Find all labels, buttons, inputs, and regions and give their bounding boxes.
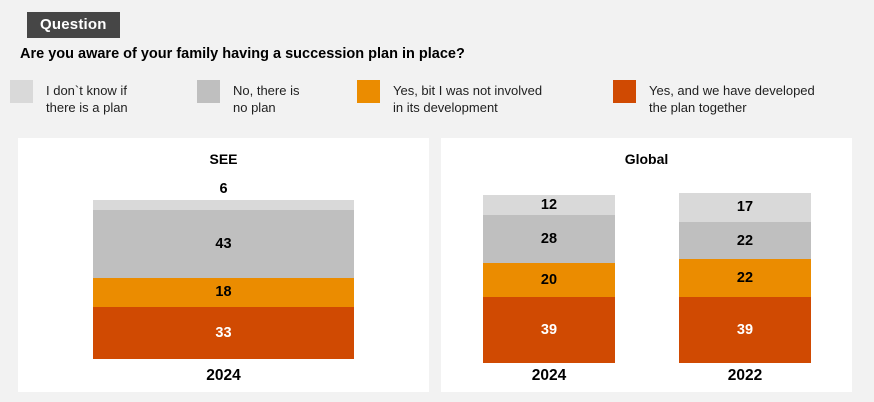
category-label: 2022 xyxy=(727,367,763,384)
legend-swatch-icon xyxy=(357,80,380,103)
bar-segment xyxy=(93,200,354,210)
bar-segment: 20 xyxy=(483,262,615,297)
bar-segment: 22 xyxy=(679,259,811,297)
legend-item-dont-know-if-plan: I don`t know if there is a plan xyxy=(10,80,128,116)
bar-segment: 12 xyxy=(483,194,615,216)
legend-swatch-icon xyxy=(197,80,220,103)
chart-see: 6 43 18 33 2024 xyxy=(18,138,429,392)
legend-label: No, there is no plan xyxy=(233,83,300,115)
legend: I don`t know if there is a plan No, there… xyxy=(0,80,874,124)
panel-global: Global 12 28 20 39 2024 17 22 22 39 2022 xyxy=(441,138,852,392)
category-label: 2024 xyxy=(206,367,241,384)
legend-item-no-plan: No, there is no plan xyxy=(197,80,299,116)
legend-label: I don`t know if there is a plan xyxy=(46,83,128,115)
bar-segment: 39 xyxy=(679,296,811,363)
question-badge: Question xyxy=(27,12,120,38)
panel-title-global: Global xyxy=(624,151,669,167)
chart-global: 12 28 20 39 2024 17 22 22 39 2022 xyxy=(441,138,852,392)
category-label: 2024 xyxy=(531,367,567,384)
bar-column-2024: 12 28 20 39 xyxy=(483,194,615,363)
legend-item-yes-not-involved: Yes, bit I was not involved in its devel… xyxy=(357,80,542,116)
panel-see: SEE 6 43 18 33 2024 xyxy=(18,138,429,392)
question-text: Are you aware of your family having a su… xyxy=(20,46,465,62)
legend-swatch-icon xyxy=(613,80,636,103)
bar-segment: 28 xyxy=(483,215,615,263)
bar-segment: 22 xyxy=(679,221,811,260)
bar-column-2022: 17 22 22 39 xyxy=(679,193,811,363)
panel-title-see: SEE xyxy=(209,151,238,167)
bar-segment: 43 xyxy=(93,209,354,278)
bar-column-2024: 6 43 18 33 xyxy=(93,181,354,359)
bar-segment: 18 xyxy=(93,277,354,307)
bar-segment: 33 xyxy=(93,306,354,359)
legend-label: Yes, and we have developed the plan toge… xyxy=(649,83,815,115)
bar-segment: 17 xyxy=(679,193,811,222)
bar-segment: 39 xyxy=(483,296,615,363)
legend-swatch-icon xyxy=(10,80,33,103)
legend-label: Yes, bit I was not involved in its devel… xyxy=(393,83,543,115)
legend-item-yes-developed-together: Yes, and we have developed the plan toge… xyxy=(613,80,815,116)
bar-value-label-outside: 6 xyxy=(219,181,228,198)
